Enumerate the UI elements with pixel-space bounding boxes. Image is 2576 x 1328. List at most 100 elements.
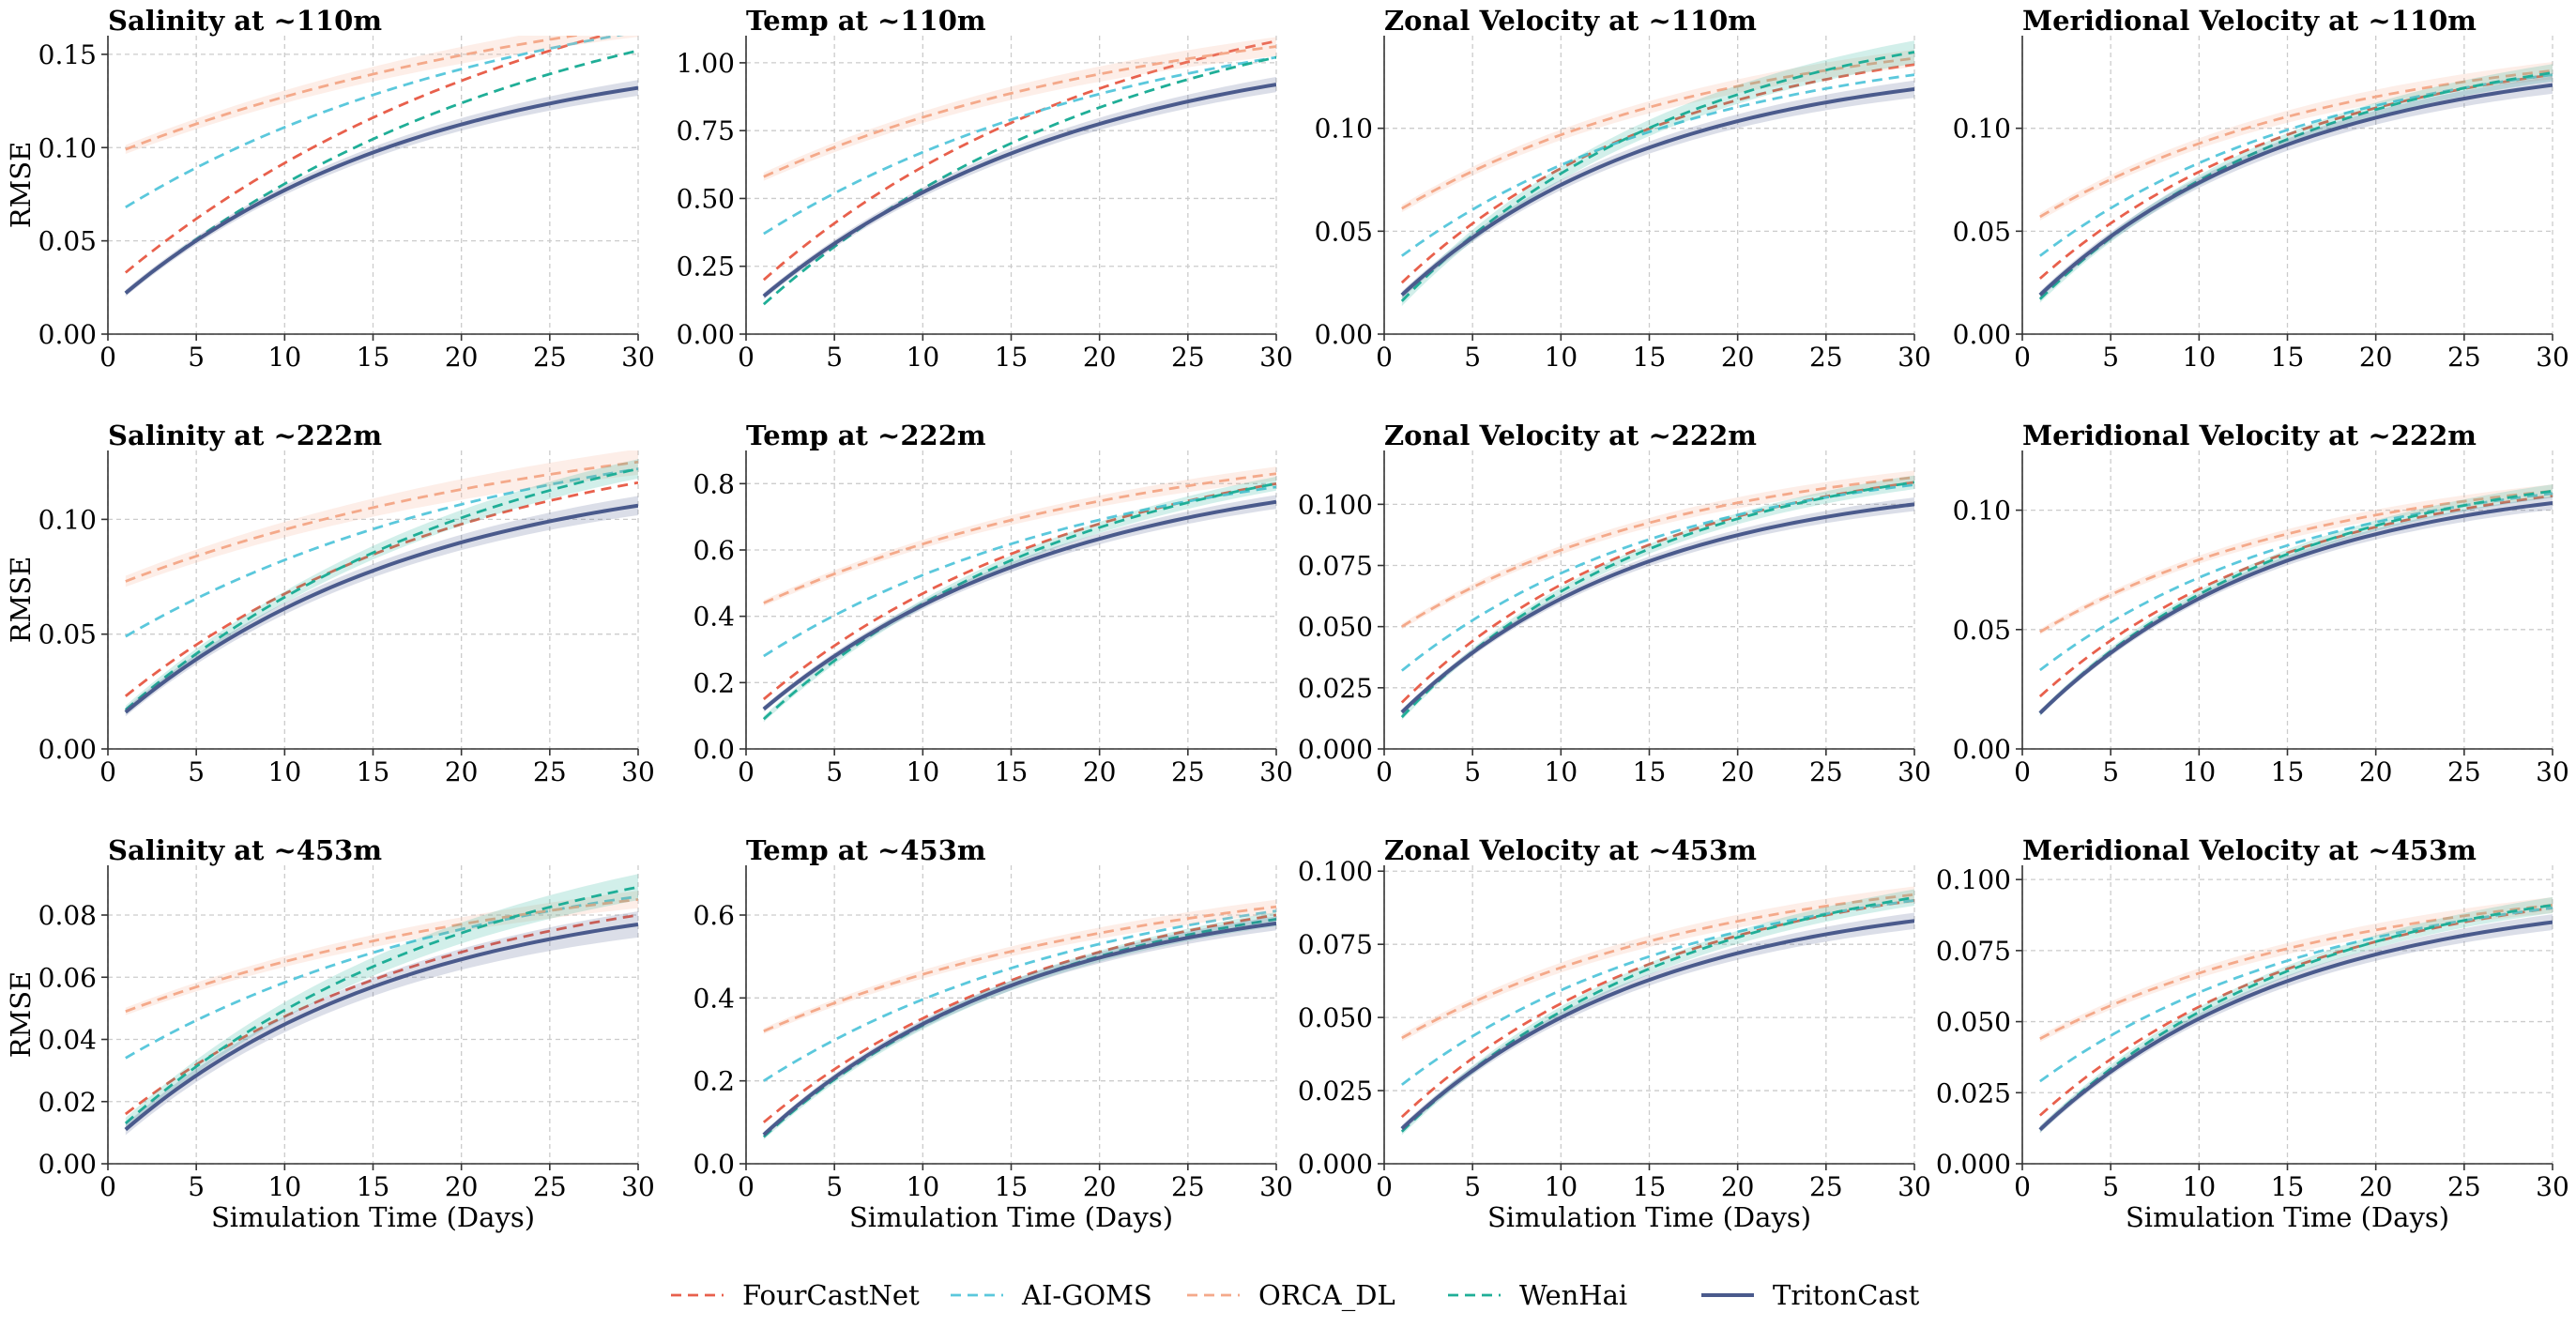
panel: 0 5 10 15 20 25 30 0.00 0.02 0.04 0.06 0.08 Salinity… [5, 834, 655, 1233]
x-axis-label: Simulation Time (Days) [1487, 1201, 1811, 1233]
line-wenhai [762, 481, 1276, 721]
line-tritoncast [124, 922, 638, 1132]
y-axis-label: RMSE [5, 557, 37, 644]
legend-label: WenHai [1519, 1279, 1627, 1311]
line-orca-dl [125, 36, 583, 151]
y-tick-label: 0.2 [693, 1066, 735, 1097]
line-ai-goms [763, 55, 1276, 236]
band-wenhai [1401, 889, 1914, 1136]
band-orca-dl [1401, 470, 1914, 630]
line-orca-dl [763, 45, 1276, 178]
x-tick-label: 0 [738, 1171, 755, 1202]
x-tick-label: 20 [445, 756, 479, 787]
line-wenhai [2038, 904, 2553, 1131]
panel-title: Salinity at ~222m [108, 420, 382, 451]
line-tritoncast [124, 503, 638, 714]
x-tick-label: 10 [2183, 756, 2217, 787]
y-tick-label: 0.6 [693, 900, 735, 931]
y-tick-label: 0.100 [1298, 856, 1373, 887]
y-tick-label: 0.05 [38, 619, 97, 650]
x-tick-label: 20 [1721, 756, 1755, 787]
x-axis-label: Simulation Time (Days) [211, 1201, 535, 1233]
y-axis-label: RMSE [5, 971, 37, 1059]
y-tick-label: 0.00 [38, 734, 97, 765]
panel: 0 5 10 15 20 25 30 0.00 0.05 0.10 Zonal Velocity a… [1315, 5, 1931, 373]
y-tick-label: 0.075 [1936, 936, 2011, 967]
y-tick-label: 0.00 [1953, 319, 2011, 350]
panel-title: Meridional Velocity at ~222m [2022, 420, 2477, 451]
x-tick-label: 0 [1376, 756, 1393, 787]
x-tick-label: 10 [907, 756, 940, 787]
panel-title: Salinity at ~453m [108, 834, 382, 866]
band-tritoncast [125, 496, 638, 717]
line-fourcastnet [762, 39, 1276, 282]
line-ai-goms [125, 467, 638, 638]
y-tick-label: 0.00 [38, 1149, 97, 1180]
line-orca-dl [763, 905, 1276, 1032]
x-tick-label: 15 [1633, 756, 1667, 787]
y-tick-label: 0.050 [1298, 1002, 1373, 1033]
y-tick-label: 0.025 [1936, 1077, 2011, 1108]
y-tick-label: 0.4 [693, 983, 735, 1014]
x-tick-label: 25 [1809, 1171, 1843, 1202]
x-tick-label: 0 [1376, 342, 1393, 373]
line-wenhai [124, 885, 638, 1124]
x-tick-label: 25 [2447, 342, 2481, 373]
band-wenhai [125, 874, 638, 1129]
y-tick-label: 0.8 [693, 468, 735, 499]
y-tick-label: 0.4 [693, 602, 735, 633]
y-tick-label: 0.15 [38, 39, 97, 70]
x-tick-label: 0 [99, 1171, 116, 1202]
x-tick-label: 10 [1545, 1171, 1578, 1202]
line-tritoncast [1400, 502, 1914, 714]
x-tick-label: 0 [1376, 1171, 1393, 1202]
band-tritoncast [1401, 497, 1914, 716]
y-tick-label: 0.00 [1315, 319, 1373, 350]
panel-title: Zonal Velocity at ~453m [1384, 834, 1757, 866]
band-orca-dl [1401, 886, 1914, 1042]
line-ai-goms [1400, 483, 1914, 672]
line-wenhai [124, 467, 638, 711]
x-tick-label: 10 [2183, 1171, 2217, 1202]
y-tick-label: 0.000 [1298, 1149, 1373, 1180]
y-tick-label: 0.075 [1298, 551, 1373, 582]
x-tick-label: 20 [2359, 756, 2393, 787]
x-tick-label: 30 [1898, 342, 1931, 373]
panel: 0 5 10 15 20 25 30 0.00 0.05 0.10 Meridional Veloc… [1953, 420, 2569, 787]
x-tick-label: 5 [2102, 1171, 2119, 1202]
panel-title: Meridional Velocity at ~110m [2022, 5, 2477, 37]
band-tritoncast [1401, 80, 1914, 299]
x-tick-label: 5 [188, 1171, 205, 1202]
x-tick-label: 5 [826, 1171, 843, 1202]
band-orca-dl [763, 899, 1276, 1034]
band-orca-dl [2039, 484, 2553, 635]
x-tick-label: 15 [2271, 1171, 2305, 1202]
x-axis-label: Simulation Time (Days) [2126, 1201, 2449, 1233]
y-tick-label: 0.0 [693, 734, 735, 765]
y-tick-label: 0.10 [38, 132, 97, 163]
panel-title: Temp at ~110m [746, 5, 986, 37]
band-orca-dl [125, 891, 638, 1015]
y-tick-label: 1.00 [677, 48, 735, 79]
x-tick-label: 15 [1633, 1171, 1667, 1202]
legend-item: AI-GOMS [951, 1279, 1152, 1311]
x-tick-label: 5 [188, 342, 205, 373]
x-tick-label: 15 [1633, 342, 1667, 373]
y-tick-label: 0.05 [1315, 216, 1373, 247]
legend-label: AI-GOMS [1021, 1279, 1152, 1311]
line-fourcastnet [124, 36, 608, 274]
x-tick-label: 10 [2183, 342, 2217, 373]
panel: 0 5 10 15 20 25 30 0.000 0.025 0.050 0.075 0.100 Mer… [1936, 834, 2569, 1233]
x-tick-label: 25 [2447, 756, 2481, 787]
panel-title: Meridional Velocity at ~453m [2022, 834, 2477, 866]
x-tick-label: 0 [738, 342, 755, 373]
line-fourcastnet [2038, 907, 2553, 1117]
panel: 0 5 10 15 20 25 30 0.000 0.025 0.050 0.075 0.100 Zon… [1298, 834, 1931, 1233]
line-orca-dl [125, 898, 638, 1014]
band-wenhai [2039, 896, 2553, 1134]
x-tick-label: 15 [995, 1171, 1029, 1202]
y-tick-label: 0.25 [677, 252, 735, 282]
y-tick-label: 0.6 [693, 535, 735, 566]
x-tick-label: 30 [621, 342, 655, 373]
